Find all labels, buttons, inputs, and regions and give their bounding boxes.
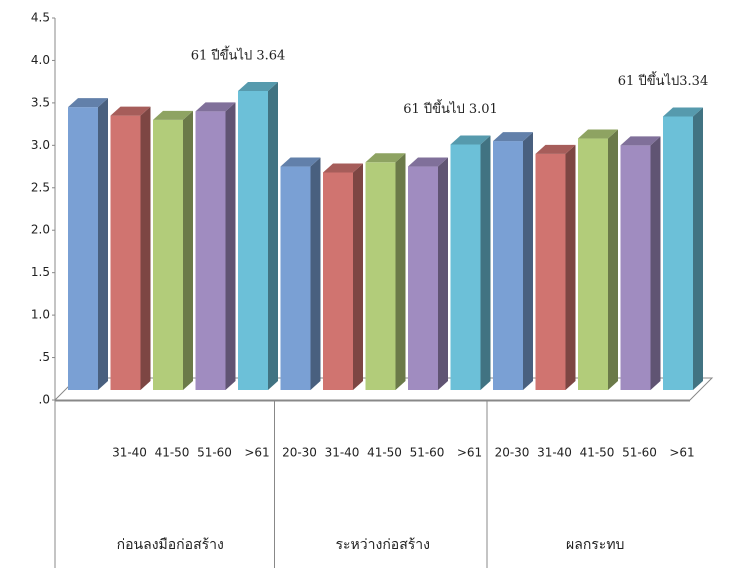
bar-side [438, 157, 448, 390]
bar-top [280, 157, 321, 167]
bar-side [523, 132, 533, 391]
y-tick-label: 4.5 [31, 11, 50, 25]
x-tick-label: 51-60 [197, 446, 232, 460]
bar-top [663, 107, 703, 117]
bar-top [365, 153, 406, 163]
annotation: 61 ปีขึ้นไป3.34 [618, 71, 708, 89]
bar-side [693, 107, 703, 391]
bar [663, 116, 693, 391]
x-tick-label: 41-50 [367, 446, 402, 460]
x-tick-label: 41-50 [580, 446, 615, 460]
bar [323, 172, 353, 390]
y-tick-label: 2.0 [31, 223, 50, 237]
bar-side [353, 163, 363, 390]
bar-top [620, 136, 661, 146]
bar-side [98, 98, 108, 390]
bar [408, 166, 438, 390]
x-tick-label: 51-60 [622, 446, 657, 460]
x-tick-label: >61 [669, 446, 694, 460]
bar-side [225, 102, 236, 390]
x-tick-label: 31-40 [112, 446, 147, 460]
bar [493, 141, 523, 390]
bar [365, 162, 396, 390]
bar-side [395, 153, 406, 390]
group-label: ผลกระทบ [566, 537, 624, 553]
bar-side [140, 106, 151, 390]
y-tick-label: 3.0 [31, 138, 50, 152]
bar [110, 115, 141, 390]
bar [238, 91, 268, 390]
x-tick-label: 31-40 [537, 446, 572, 460]
x-tick-label: 41-50 [155, 446, 190, 460]
annotation: 61 ปีขึ้นไป 3.01 [403, 99, 498, 117]
bar-top [408, 157, 448, 167]
bar-top [153, 110, 193, 120]
bar-side [608, 129, 618, 390]
y-tick-label: .5 [39, 350, 50, 364]
x-tick-label: 20-30 [282, 446, 317, 460]
y-tick-label: 1.0 [31, 308, 50, 322]
bar [195, 111, 226, 390]
bar-top [238, 82, 278, 92]
bar-side [480, 135, 491, 390]
annotation: 61 ปีขึ้นไป 3.64 [191, 46, 286, 64]
bar [535, 153, 566, 390]
y-tick-label: 3.5 [31, 95, 50, 109]
y-tick-label: .0 [39, 393, 50, 407]
bar-top [450, 135, 491, 145]
bar-side [650, 136, 661, 390]
bar [620, 145, 651, 390]
bar-top [195, 102, 236, 112]
bar [153, 119, 183, 390]
bar-top [493, 132, 533, 142]
bar-side [268, 82, 278, 390]
y-tick-label: 4.0 [31, 53, 50, 67]
x-tick-label: >61 [457, 446, 482, 460]
bar-top [68, 98, 108, 108]
bar [280, 166, 311, 390]
y-tick-label: 2.5 [31, 180, 50, 194]
bar-top [323, 163, 363, 173]
bar [68, 107, 98, 390]
bar [578, 138, 608, 390]
bar-top [535, 144, 576, 154]
y-tick-label: 1.5 [31, 265, 50, 279]
x-tick-label: 20-30 [495, 446, 530, 460]
bar-top [578, 129, 618, 139]
bar-side [565, 144, 576, 390]
x-tick-label: 31-40 [325, 446, 360, 460]
bar-top [110, 106, 151, 116]
x-tick-label: >61 [244, 446, 269, 460]
bar-side [310, 157, 321, 390]
bar [450, 144, 481, 390]
bar-side [183, 110, 193, 390]
x-tick-label: 51-60 [410, 446, 445, 460]
group-label: ก่อนลงมือก่อสร้าง [117, 537, 224, 553]
group-label: ระหว่างก่อสร้าง [336, 537, 430, 553]
